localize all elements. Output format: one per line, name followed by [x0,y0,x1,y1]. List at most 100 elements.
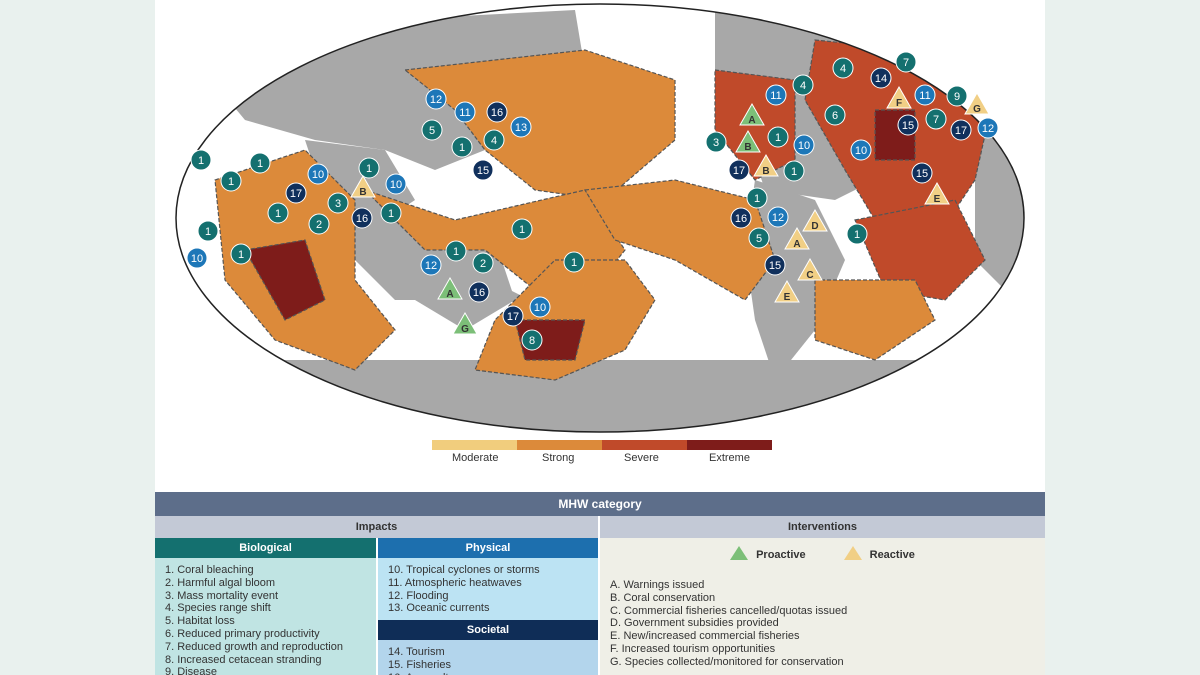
physical-impact-marker: 11 [765,84,787,106]
landmass [176,360,1024,432]
svg-text:C: C [806,270,813,281]
biological-impact-marker: 8 [521,329,543,351]
svg-text:7: 7 [903,57,909,69]
svg-text:12: 12 [772,212,784,224]
svg-text:10: 10 [855,145,867,157]
physical-impact-marker: 10 [793,134,815,156]
svg-text:1: 1 [459,142,465,154]
svg-text:14: 14 [875,73,887,85]
svg-text:16: 16 [491,107,503,119]
reactive-intervention-marker: G [964,91,990,115]
svg-text:10: 10 [534,302,546,314]
biological-impact-marker: 1 [746,187,768,209]
svg-text:16: 16 [356,213,368,225]
svg-text:10: 10 [191,253,203,265]
svg-text:G: G [973,104,981,115]
svg-text:B: B [744,142,751,153]
svg-text:16: 16 [735,213,747,225]
biological-impact-marker: 7 [895,51,917,73]
societal-impact-marker: 16 [468,281,490,303]
svg-text:4: 4 [800,80,806,92]
svg-text:9: 9 [954,91,960,103]
svg-text:1: 1 [257,158,263,170]
biological-impact-marker: 1 [846,223,868,245]
colorbar-segment [687,440,772,450]
svg-text:10: 10 [390,179,402,191]
interventions-column: Proactive Reactive A. Warnings issued B. … [600,538,1045,675]
societal-impact-marker: 16 [486,101,508,123]
figure-panel: 1 1 1 1 1 2 3 1 1 1 5 4 1 1 2 1 1 8 3 1 4 4 6 7 9 7 1 5 1 1 12 11 13 10 10… [155,0,1045,675]
svg-text:15: 15 [902,120,914,132]
physical-impact-marker: 10 [385,173,407,195]
list-item: 14. Tourism [388,646,445,658]
societal-impact-marker: 16 [730,207,752,229]
list-item: 15. Fisheries [388,658,451,671]
colorbar-label-extreme: Extreme [709,452,750,464]
biological-impact-marker: 1 [197,220,219,242]
biological-impact-marker: 1 [783,160,805,182]
list-item: 13. Oceanic currents [388,602,490,615]
list-item: 4. Species range shift [165,602,271,615]
reactive-intervention-marker: B [753,153,779,177]
societal-impact-marker: 15 [764,254,786,276]
physical-impact-marker: 10 [529,296,551,318]
biological-impact-marker: 1 [267,202,289,224]
biological-impact-marker: 4 [832,57,854,79]
svg-text:17: 17 [507,311,519,323]
svg-text:11: 11 [770,90,781,102]
biological-impact-marker: 4 [483,129,505,151]
legend-table: MHW category Impacts Interventions Biolo… [155,492,1045,675]
reactive-intervention-marker: D [802,208,828,232]
list-item: 2. Harmful algal bloom [165,576,276,589]
list-item: 9. Disease [165,666,217,675]
societal-header: Societal [378,620,598,640]
svg-text:1: 1 [205,226,211,238]
societal-impact-marker: 16 [351,207,373,229]
svg-text:15: 15 [477,165,489,177]
list-item: 1. Coral bleaching [165,564,254,576]
biological-impact-marker: 1 [249,152,271,174]
colorbar-segment [517,440,602,450]
proactive-intervention-marker: A [437,276,463,300]
reactive-intervention-marker: B [350,174,376,198]
svg-text:B: B [762,166,769,177]
biological-impact-marker: 1 [358,157,380,179]
biological-impact-marker: 1 [767,126,789,148]
proactive-intervention-marker: G [452,311,478,335]
svg-text:1: 1 [238,249,244,261]
biological-impact-marker: 1 [563,251,585,273]
impacts-header: Impacts [155,516,600,538]
svg-text:1: 1 [754,193,760,205]
svg-text:A: A [446,289,453,300]
interventions-header: Interventions [600,516,1045,538]
list-item: 8. Increased cetacean stranding [165,653,322,666]
colorbar-label-strong: Strong [542,452,575,464]
societal-impact-marker: 14 [870,67,892,89]
table-title: MHW category [155,492,1045,516]
svg-text:1: 1 [854,229,860,241]
reactive-intervention-marker: F [886,85,912,109]
colorbar-label-severe: Severe [624,452,659,464]
svg-text:15: 15 [916,168,928,180]
list-item: 6. Reduced primary productivity [165,627,320,640]
svg-text:15: 15 [769,260,781,272]
biological-impact-marker: 1 [190,149,212,171]
list-item: G. Species collected/monitored for conse… [610,655,844,668]
biological-impact-marker: 5 [748,227,770,249]
svg-text:E: E [934,194,941,205]
svg-text:12: 12 [430,94,442,106]
list-item: 12. Flooding [388,589,449,602]
physical-impact-marker: 10 [186,247,208,269]
svg-text:2: 2 [316,219,322,231]
svg-text:G: G [461,324,469,335]
biological-impact-marker: 3 [705,131,727,153]
biological-impact-marker: 9 [946,85,968,107]
svg-text:1: 1 [775,132,781,144]
physical-impact-marker: 10 [850,139,872,161]
svg-text:10: 10 [312,169,324,181]
physical-impact-marker: 12 [425,88,447,110]
reactive-intervention-marker: E [774,279,800,303]
list-item: A. Warnings issued [610,579,705,591]
svg-text:13: 13 [515,122,527,134]
